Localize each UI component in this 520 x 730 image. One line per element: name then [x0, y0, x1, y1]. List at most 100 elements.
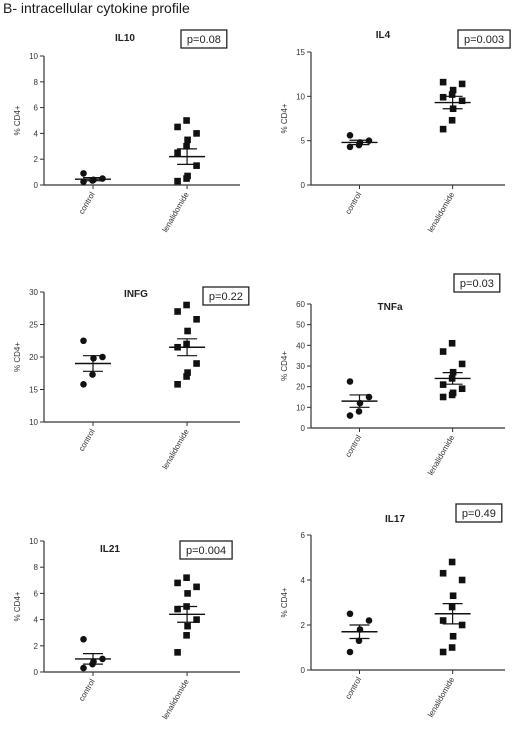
lenalidomide-point [193, 360, 200, 367]
panel-title: IL4 [376, 30, 391, 41]
control-point [355, 408, 363, 415]
y-tick-label: 25 [29, 321, 38, 330]
lenalidomide-point [193, 316, 200, 323]
lenalidomide-point [184, 327, 191, 335]
panel-tnfa: 0 10 20 30 40 50 60 % CD4+ control lenalidomide TN… [280, 273, 505, 477]
panel-il10: 0 2 4 6 8 10 % CD4+ control lenalidomide IL10 p=0.… [13, 29, 240, 234]
lenalidomide-point [174, 649, 181, 656]
lenalidomide-point [193, 130, 200, 137]
x-tick-label: control [77, 190, 97, 215]
y-tick-label: 0 [301, 181, 306, 190]
p-value-label: p=0.004 [186, 545, 226, 557]
p-value-box [455, 503, 503, 523]
x-tick-label: lenalidomide [161, 677, 192, 721]
y-tick-label: 30 [29, 288, 38, 297]
figure-title: B- intracellular cytokine profile [3, 0, 190, 16]
y-tick-label: 20 [29, 353, 38, 362]
lenalidomide-point [439, 78, 447, 86]
lenalidomide-point [448, 116, 456, 124]
panel-title: IL10 [115, 33, 135, 44]
y-axis-label: % CD4+ [13, 591, 22, 621]
p-value-box [179, 540, 233, 560]
y-tick-label: 2 [34, 642, 39, 651]
lenalidomide-point [439, 648, 447, 656]
control-point [346, 132, 354, 139]
control-point [80, 178, 87, 186]
lenalidomide-point [448, 644, 456, 651]
y-axis-label: % CD4+ [280, 587, 289, 617]
x-tick-label: control [343, 190, 363, 215]
y-tick-label: 8 [34, 78, 39, 87]
x-tick-label: control [343, 433, 363, 458]
lenalidomide-point [449, 592, 457, 600]
lenalidomide-point [183, 574, 190, 581]
lenalidomide-point [184, 136, 191, 144]
y-tick-label: 10 [296, 92, 305, 101]
panel-title: TNFa [378, 302, 403, 313]
lenalidomide-point [458, 80, 466, 88]
lenalidomide-point [174, 579, 181, 587]
control-point [346, 412, 354, 419]
lenalidomide-point [193, 583, 200, 591]
control-point [80, 337, 87, 345]
lenalidomide-point [449, 86, 457, 94]
control-point [89, 371, 96, 378]
p-value-box [202, 286, 250, 306]
p-value-box [453, 273, 501, 293]
x-tick-label: control [343, 675, 363, 700]
x-tick-label: control [77, 677, 97, 702]
x-tick-label: control [77, 427, 97, 452]
y-axis-label: % CD4+ [13, 342, 22, 372]
y-axis-label: % CD4+ [280, 351, 289, 381]
lenalidomide-point [439, 393, 447, 401]
lenalidomide-point [174, 308, 181, 315]
lenalidomide-point [183, 117, 190, 124]
control-point [80, 381, 87, 388]
lenalidomide-point [184, 369, 191, 376]
lenalidomide-point [183, 301, 190, 309]
lenalidomide-point [174, 605, 181, 613]
p-value-box [457, 29, 511, 49]
y-tick-label: 6 [34, 104, 39, 113]
y-tick-label: 0 [301, 666, 306, 675]
y-tick-label: 4 [34, 129, 39, 138]
lenalidomide-point [174, 381, 181, 388]
x-tick-label: lenalidomide [426, 675, 457, 719]
y-tick-label: 2 [34, 155, 39, 164]
y-tick-label: 0 [34, 668, 39, 677]
y-tick-label: 6 [301, 531, 306, 540]
lenalidomide-point [448, 558, 456, 566]
y-tick-label: 0 [301, 424, 306, 433]
lenalidomide-point [458, 576, 466, 584]
lenalidomide-point [174, 177, 181, 185]
lenalidomide-point [439, 348, 447, 355]
lenalidomide-point [193, 162, 200, 169]
lenalidomide-point [183, 632, 190, 639]
p-value-label: p=0.22 [209, 291, 243, 303]
y-tick-label: 6 [34, 589, 39, 598]
y-axis-label: % CD4+ [13, 105, 22, 135]
lenalidomide-point [174, 123, 181, 131]
x-tick-label: lenalidomide [161, 427, 192, 471]
lenalidomide-point [448, 91, 456, 98]
y-tick-label: 10 [296, 403, 305, 412]
y-tick-label: 40 [296, 341, 305, 350]
y-tick-label: 2 [301, 621, 306, 630]
lenalidomide-point [439, 125, 447, 133]
lenalidomide-point [193, 616, 200, 623]
lenalidomide-point [458, 360, 466, 368]
panel-infg: 10 15 20 25 30 % CD4+ control lenalidomide INFG p… [13, 286, 250, 471]
x-tick-label: lenalidomide [426, 190, 457, 234]
control-point [80, 635, 87, 643]
y-tick-label: 20 [296, 383, 305, 392]
panel-il17: 0 2 4 6 % CD4+ control lenalidomide IL17 p=0.49 [280, 503, 505, 719]
y-tick-label: 4 [301, 576, 306, 585]
control-point [80, 664, 87, 672]
lenalidomide-point [439, 569, 447, 577]
lenalidomide-point [458, 621, 466, 629]
y-tick-label: 0 [34, 181, 39, 190]
p-value-label: p=0.03 [460, 278, 494, 290]
x-tick-label: lenalidomide [426, 433, 457, 477]
p-value-label: p=0.49 [462, 508, 496, 520]
